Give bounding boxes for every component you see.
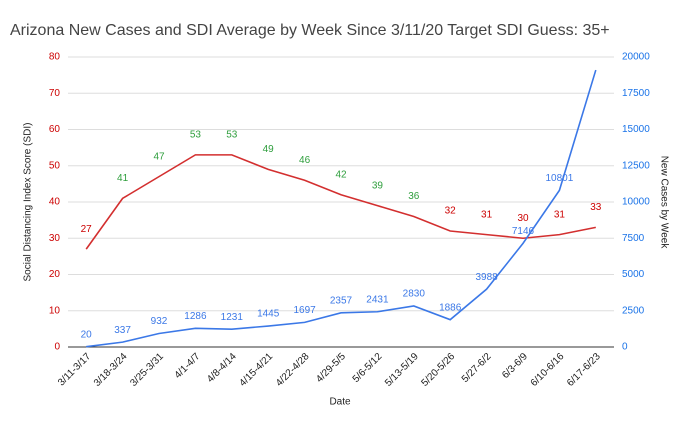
y2-tick-label: 17500 <box>622 88 650 99</box>
x-tick-label: 5/6-5/12 <box>351 351 385 385</box>
x-tick-label: 4/15-4/21 <box>238 351 276 389</box>
y-tick-label: 40 <box>49 197 61 208</box>
y2-tick-label: 12500 <box>622 160 650 171</box>
data-label: 20 <box>81 329 93 340</box>
x-tick-label: 5/27-6/2 <box>460 351 494 385</box>
x-tick-label: 3/11-3/17 <box>56 351 93 388</box>
data-label: 2830 <box>403 289 426 300</box>
data-label: 53 <box>226 130 238 141</box>
x-tick-label: 4/8-4/14 <box>205 351 239 385</box>
y2-tick-label: 15000 <box>622 124 650 135</box>
x-tick-label: 3/18-3/24 <box>92 351 130 389</box>
data-label: 932 <box>151 316 168 327</box>
data-label: 1886 <box>439 302 462 313</box>
chart-title: Arizona New Cases and SDI Average by Wee… <box>10 22 610 39</box>
data-label: 1286 <box>184 311 207 322</box>
y-axis-title: Social Distancing Index Score (SDI) <box>23 123 34 282</box>
data-label: 46 <box>299 155 311 166</box>
x-tick-label: 4/1-4/7 <box>173 351 203 381</box>
data-label: 31 <box>481 209 493 220</box>
y-tick-label: 30 <box>49 233 61 244</box>
data-label: 1231 <box>221 312 244 323</box>
y2-tick-label: 7500 <box>622 233 645 244</box>
y-tick-label: 10 <box>49 305 61 316</box>
data-label: 7146 <box>512 226 535 237</box>
data-label: 47 <box>153 151 165 162</box>
data-label: 42 <box>335 169 347 180</box>
x-tick-label: 5/13-5/19 <box>383 351 421 389</box>
data-label: 1445 <box>257 309 280 320</box>
data-label: 10801 <box>545 173 573 184</box>
y2-tick-label: 5000 <box>622 269 645 280</box>
data-label: 337 <box>114 325 131 336</box>
y-tick-label: 80 <box>49 52 61 63</box>
y-tick-label: 20 <box>49 269 61 280</box>
x-tick-label: 4/22-4/28 <box>274 351 312 389</box>
data-label: 36 <box>408 191 420 202</box>
data-label: 30 <box>517 213 529 224</box>
y2-axis-title: New Cases by Week <box>658 156 669 250</box>
y2-tick-label: 0 <box>622 342 628 353</box>
data-label: 3988 <box>475 272 498 283</box>
data-label: 2357 <box>330 295 353 306</box>
data-label: 2431 <box>366 294 389 305</box>
y2-tick-label: 20000 <box>622 52 650 63</box>
data-label: 53 <box>190 130 202 141</box>
data-label: 32 <box>445 206 457 217</box>
series-line <box>86 69 597 348</box>
x-tick-label: 6/17-6/23 <box>565 351 603 389</box>
x-tick-label: 3/25-3/31 <box>128 351 166 389</box>
y-tick-label: 60 <box>49 124 61 135</box>
x-tick-label: 4/29-5/5 <box>314 351 348 385</box>
data-label: 1697 <box>293 305 316 316</box>
x-tick-label: 6/10-6/16 <box>529 351 567 389</box>
data-label: 49 <box>263 144 275 155</box>
y2-tick-label: 10000 <box>622 197 650 208</box>
y-tick-label: 70 <box>49 88 61 99</box>
data-label: 33 <box>590 202 602 213</box>
data-label: 41 <box>117 173 129 184</box>
x-axis-title: Date <box>329 397 351 408</box>
x-tick-label: 6/3-6/9 <box>500 351 530 381</box>
y-tick-label: 0 <box>54 342 60 353</box>
y-tick-label: 50 <box>49 160 61 171</box>
data-label: 31 <box>554 209 566 220</box>
series-line <box>85 154 596 250</box>
data-label: 39 <box>372 180 384 191</box>
x-tick-label: 5/20-5/26 <box>420 351 458 389</box>
data-label: 27 <box>81 224 93 235</box>
y2-tick-label: 2500 <box>622 305 645 316</box>
